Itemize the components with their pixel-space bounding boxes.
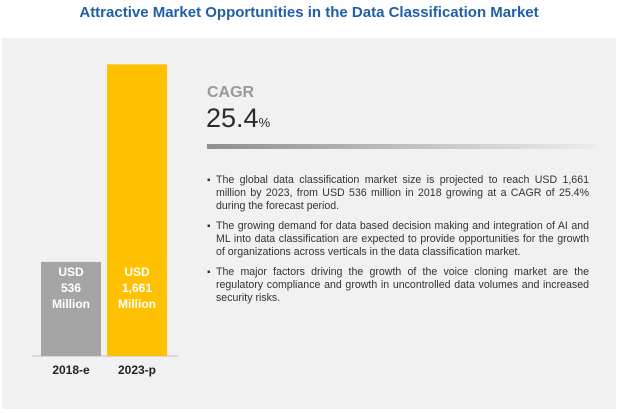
cagr-number: 25.4 xyxy=(206,103,259,133)
bar-2023-p xyxy=(107,64,167,356)
cagr-label: CAGR xyxy=(207,84,255,101)
data-label: Million xyxy=(118,297,156,311)
content-panel xyxy=(2,38,616,409)
bullet-icon: ▪ xyxy=(207,267,211,278)
finding-item: ▪ The major factors driving the growth of… xyxy=(207,266,589,305)
cagr-unit: % xyxy=(258,115,271,130)
key-findings-list: ▪ The global data classification market s… xyxy=(207,174,589,312)
data-label: USD xyxy=(58,265,84,279)
data-label: 1,661 xyxy=(122,281,152,295)
cagr-value: 25.4% xyxy=(206,103,270,134)
finding-text: The growing demand for data based decisi… xyxy=(216,220,589,258)
finding-text: The global data classification market si… xyxy=(216,174,589,212)
cagr-divider-bar xyxy=(207,144,596,149)
bullet-icon: ▪ xyxy=(207,221,211,232)
data-label: Million xyxy=(52,297,90,311)
finding-item: ▪ The growing demand for data based decis… xyxy=(207,220,589,259)
finding-text: The major factors driving the growth of … xyxy=(216,266,589,304)
bar-2018-e xyxy=(41,261,101,356)
bullet-icon: ▪ xyxy=(207,175,211,186)
x-tick-label: 2018-e xyxy=(52,363,90,377)
finding-item: ▪ The global data classification market s… xyxy=(207,174,589,213)
page-title: Attractive Market Opportunities in the D… xyxy=(79,4,539,21)
data-label: 536 xyxy=(61,281,81,295)
data-label: USD xyxy=(124,265,150,279)
x-tick-label: 2023-p xyxy=(118,363,156,377)
